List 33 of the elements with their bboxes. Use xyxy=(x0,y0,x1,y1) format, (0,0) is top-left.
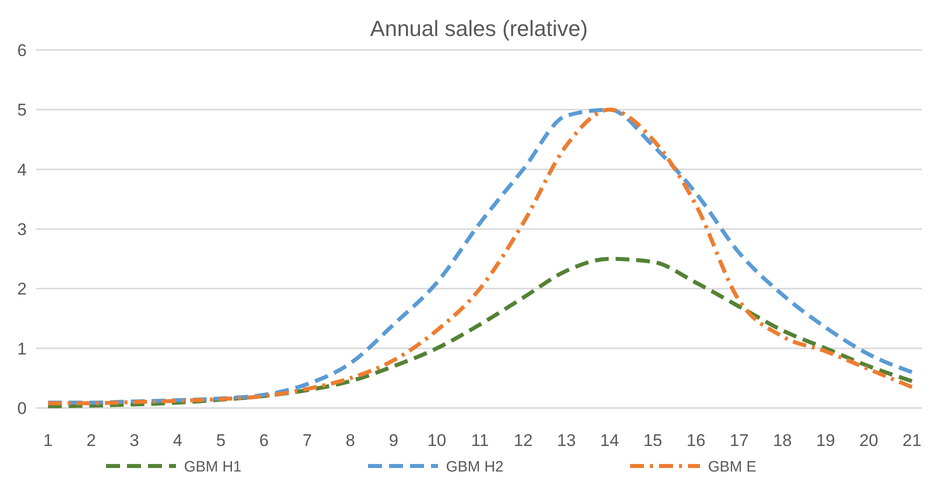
line-series xyxy=(46,256,914,408)
x-tick-label: 4 xyxy=(172,431,182,450)
x-tick-label: 16 xyxy=(686,431,706,450)
x-tick-label: 21 xyxy=(902,431,922,450)
x-tick-label: 3 xyxy=(130,431,140,450)
x-tick-label: 2 xyxy=(86,431,96,450)
x-tick-label: 10 xyxy=(427,431,446,450)
x-tick-label: 15 xyxy=(643,431,662,450)
x-tick-label: 19 xyxy=(816,431,836,450)
x-tick-label: 14 xyxy=(600,431,620,450)
legend-label: GBM E xyxy=(708,458,756,476)
y-tick-label: 0 xyxy=(17,398,27,418)
y-tick-label: 5 xyxy=(17,100,27,120)
x-tick-label: 17 xyxy=(730,431,749,450)
y-tick-label: 4 xyxy=(17,160,27,180)
legend-label: GBM H1 xyxy=(184,458,242,476)
x-tick-label: 7 xyxy=(302,431,312,450)
y-tick-label: 6 xyxy=(17,40,27,60)
x-tick-label: 1 xyxy=(43,431,53,450)
x-tick-label: 12 xyxy=(514,431,533,450)
x-tick-label: 9 xyxy=(388,431,398,450)
x-tick-label: 20 xyxy=(859,431,878,450)
legend-label: GBM H2 xyxy=(446,458,504,476)
x-tick-label: 6 xyxy=(259,431,269,450)
y-tick-label: 2 xyxy=(17,280,27,299)
x-tick-label: 11 xyxy=(471,431,489,450)
x-tick-label: 8 xyxy=(346,431,356,450)
y-tick-label: 1 xyxy=(17,339,27,358)
x-tick-label: 13 xyxy=(556,431,576,450)
y-tick-label: 3 xyxy=(17,220,27,239)
x-tick-label: 5 xyxy=(216,431,226,450)
chart-title: Annual sales (relative) xyxy=(370,16,588,41)
x-tick-label: 18 xyxy=(772,431,792,450)
